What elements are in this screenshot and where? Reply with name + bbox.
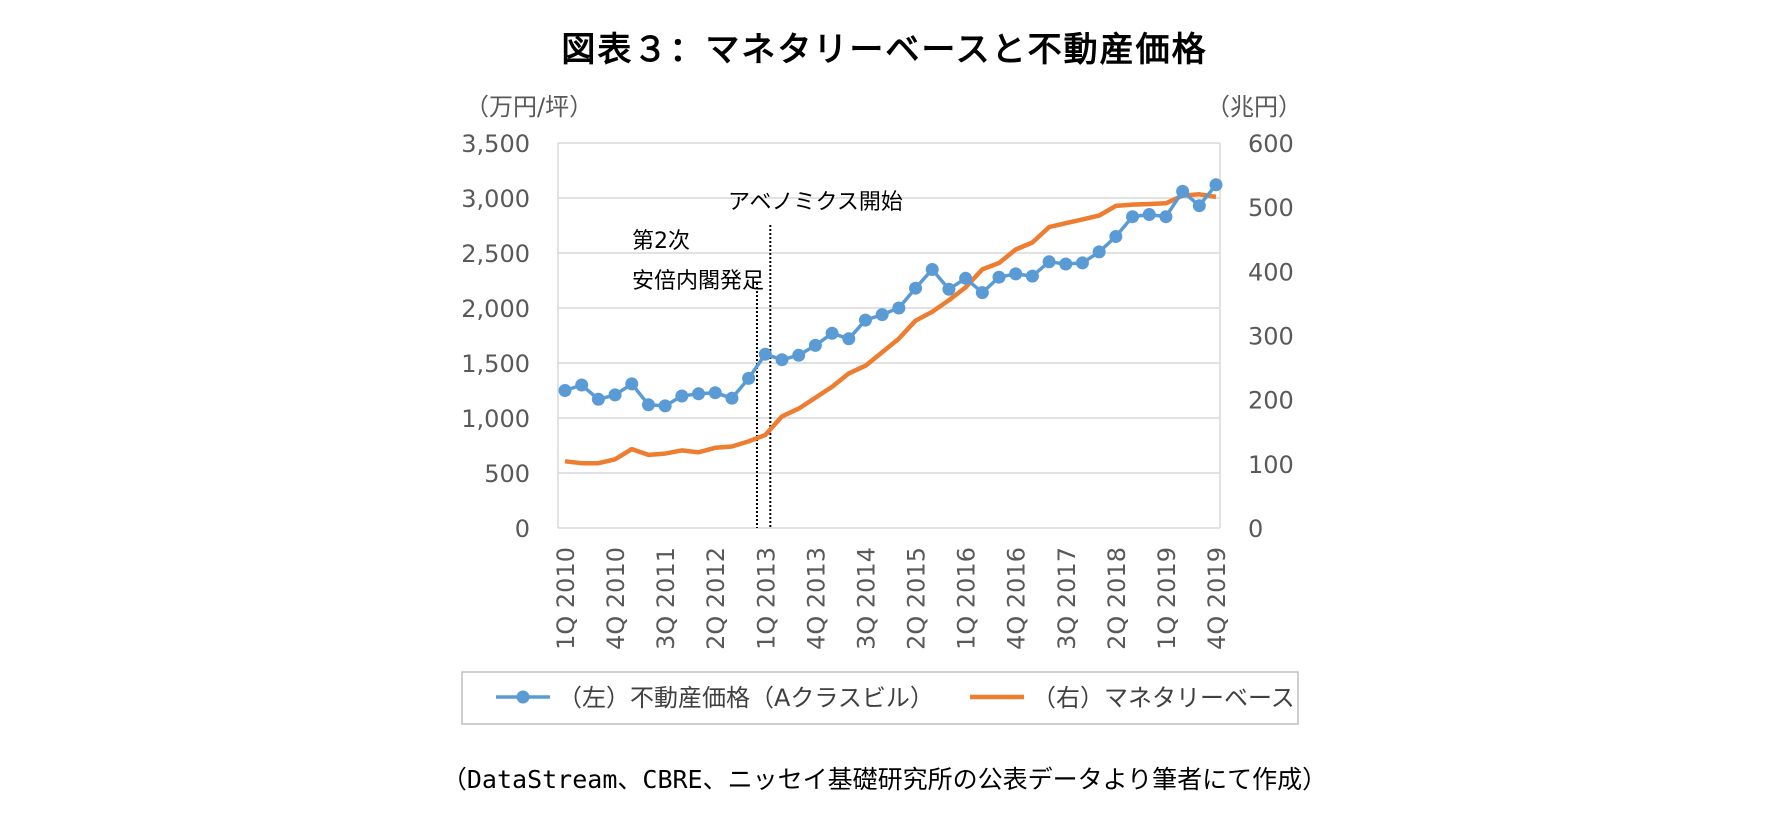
x-tick-label: 4Q 2019 <box>1203 547 1231 650</box>
right-axis-unit: （兆円） <box>1206 93 1302 121</box>
annotation-label: 安倍内閣発足 <box>632 269 764 294</box>
data-point <box>725 391 739 405</box>
data-point <box>1109 230 1123 243</box>
x-tick-label: 1Q 2016 <box>953 547 981 650</box>
x-tick-label: 1Q 2013 <box>752 547 780 650</box>
data-point <box>1092 245 1106 259</box>
data-point <box>942 282 956 296</box>
left-tick-label: 3,000 <box>461 185 530 213</box>
data-point <box>658 399 672 413</box>
series-line-real-estate-price <box>564 183 1218 408</box>
data-point <box>925 263 939 276</box>
x-tick-label: 1Q 2019 <box>1153 547 1181 650</box>
data-point <box>975 286 989 300</box>
data-point <box>775 353 789 367</box>
x-tick-label: 4Q 2016 <box>1003 547 1031 650</box>
left-tick-label: 500 <box>484 460 530 488</box>
right-tick-label: 300 <box>1248 323 1294 351</box>
x-tick-label: 3Q 2017 <box>1053 547 1081 650</box>
source-note: （DataStream、CBRE、ニッセイ基礎研究所の公表データより筆者にて作成… <box>441 765 1328 794</box>
data-point <box>825 326 839 340</box>
data-point <box>1176 184 1190 198</box>
data-point <box>675 389 689 403</box>
data-point <box>992 270 1006 284</box>
data-point <box>625 377 639 391</box>
x-tick-label: 3Q 2011 <box>652 547 680 650</box>
legend-label-monetary-base: （右）マネタリーベース <box>1032 684 1295 712</box>
data-point <box>1192 199 1206 213</box>
x-axis-labels: 1Q 2010 4Q 2010 3Q 2011 2Q 2012 1Q 2013 4Q 20… <box>552 547 1231 650</box>
data-point <box>1025 269 1039 283</box>
x-tick-label: 1Q 2010 <box>552 547 580 650</box>
chart-title: 図表３：マネタリーベースと不動産価格 <box>561 30 1208 70</box>
left-axis-unit: （万円/坪） <box>465 93 593 121</box>
left-tick-label: 3,500 <box>461 130 530 158</box>
data-point <box>1009 267 1023 281</box>
x-tick-label: 2Q 2015 <box>903 547 931 650</box>
right-tick-label: 400 <box>1248 258 1294 286</box>
data-point <box>959 271 973 285</box>
data-point <box>692 387 706 401</box>
data-point <box>1126 210 1140 224</box>
gridlines <box>558 142 1220 474</box>
data-point <box>575 378 589 392</box>
right-tick-label: 600 <box>1248 130 1294 158</box>
data-point <box>608 388 622 402</box>
data-point <box>808 338 822 352</box>
right-tick-label: 200 <box>1248 387 1294 415</box>
right-axis-ticks: 0 100 200 300 400 500 600 <box>1248 130 1294 543</box>
left-tick-label: 0 <box>515 515 530 543</box>
data-point <box>892 301 906 315</box>
left-axis-ticks: 0 500 1,000 1,500 2,000 2,500 3,000 3,500 <box>461 130 530 543</box>
x-tick-label: 3Q 2014 <box>852 547 880 650</box>
left-tick-label: 2,500 <box>461 240 530 268</box>
legend: （左）不動産価格（Aクラスビル） （右）マネタリーベース <box>461 671 1299 725</box>
left-tick-label: 1,500 <box>461 350 530 378</box>
data-point <box>858 313 872 327</box>
data-point <box>758 347 772 361</box>
data-point <box>875 308 889 322</box>
data-point <box>909 281 923 295</box>
legend-box <box>461 671 1299 725</box>
series <box>558 178 1223 466</box>
axes <box>557 143 1221 529</box>
data-point <box>591 392 605 406</box>
data-point <box>641 398 655 412</box>
legend-marker <box>516 690 530 704</box>
left-tick-label: 2,000 <box>461 295 530 323</box>
left-tick-label: 1,000 <box>461 405 530 433</box>
data-point <box>742 371 756 385</box>
data-point <box>558 384 572 397</box>
data-point <box>1159 210 1173 224</box>
right-tick-label: 500 <box>1248 194 1294 222</box>
annotation-label: アベノミクス開始 <box>728 190 903 215</box>
data-point <box>1042 255 1056 269</box>
annotation-label: 第2次 <box>632 229 690 254</box>
data-point <box>1059 257 1073 271</box>
x-tick-label: 4Q 2010 <box>602 547 630 650</box>
right-tick-label: 100 <box>1248 451 1294 479</box>
data-point <box>1142 208 1156 221</box>
data-point <box>708 386 722 400</box>
legend-label-real-estate-price: （左）不動産価格（Aクラスビル） <box>558 684 934 712</box>
series-line-monetary-base <box>564 192 1217 466</box>
data-point <box>1075 256 1089 270</box>
data-point <box>792 348 806 362</box>
data-point <box>1209 178 1223 192</box>
x-tick-label: 2Q 2018 <box>1103 547 1131 650</box>
right-tick-label: 0 <box>1248 515 1263 543</box>
x-tick-label: 4Q 2013 <box>802 547 830 650</box>
data-point <box>842 332 856 346</box>
x-tick-label: 2Q 2012 <box>702 547 730 650</box>
